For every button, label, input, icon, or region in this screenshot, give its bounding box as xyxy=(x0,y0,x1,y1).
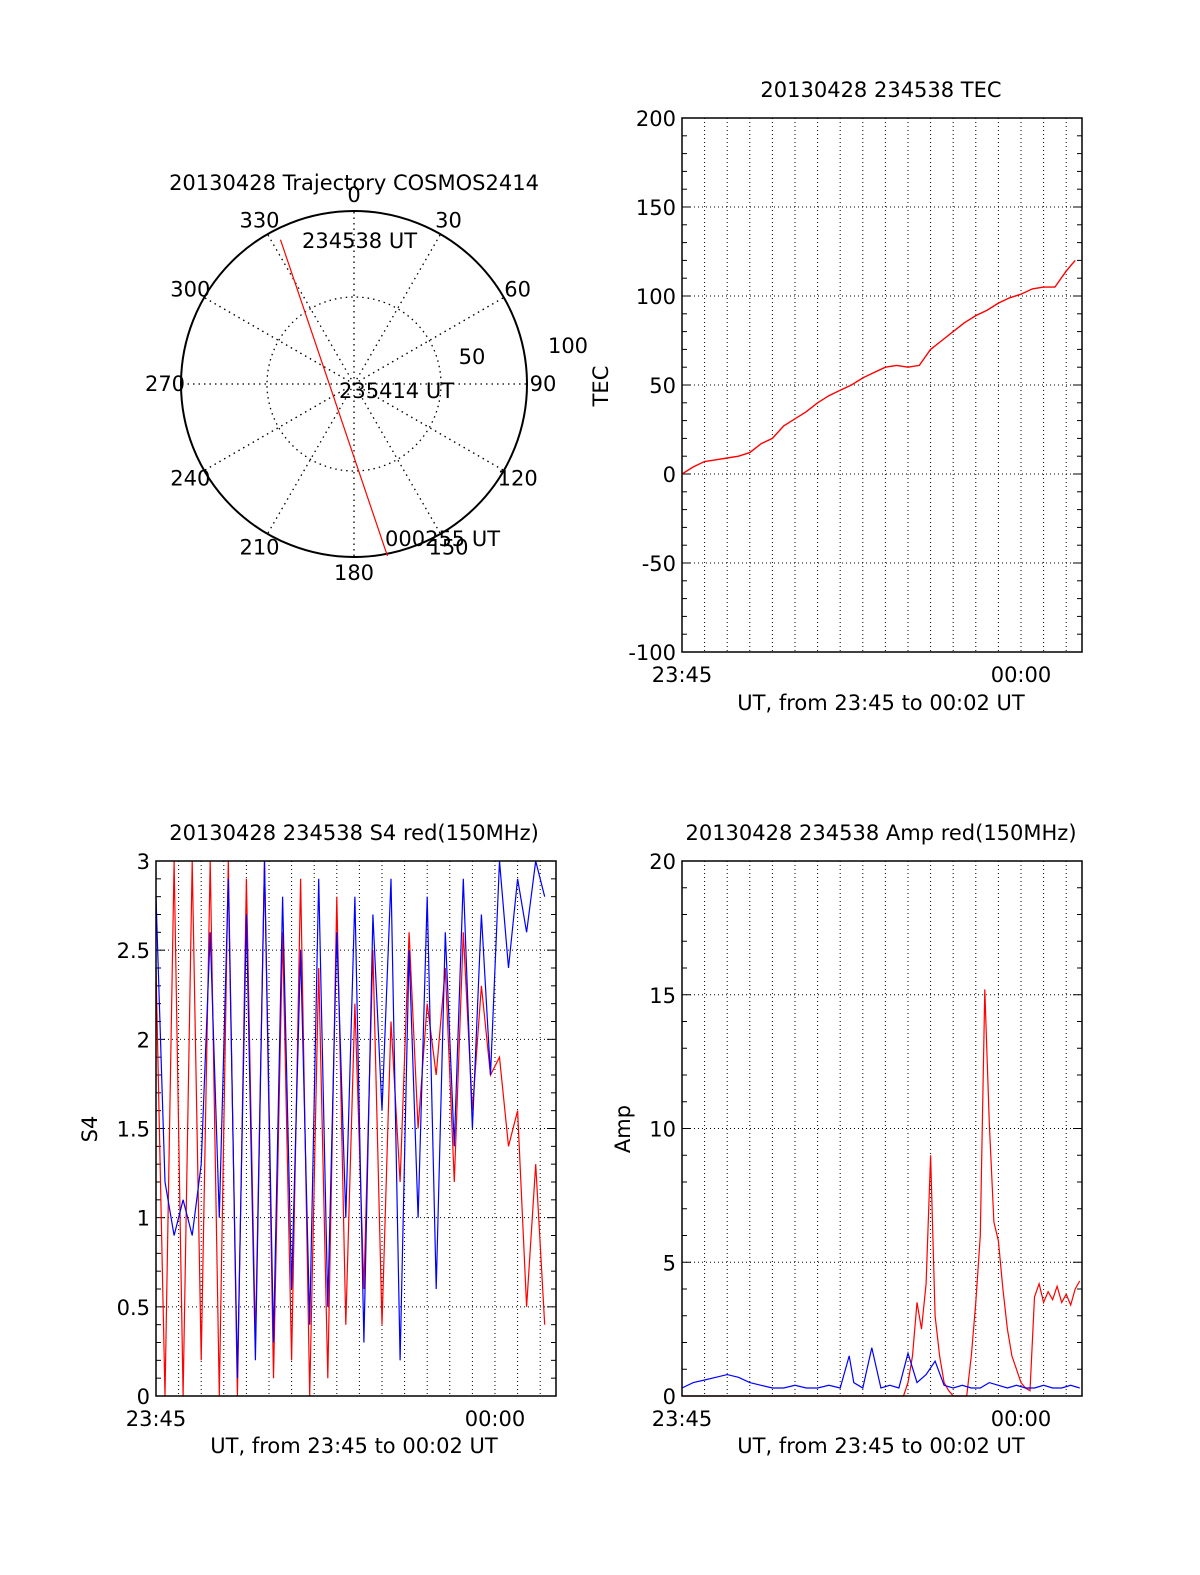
trajectory-panel: 20130428 Trajectory COSMOS2414 0 30 60 90 12… xyxy=(145,171,588,585)
y-tick-label: 1 xyxy=(137,1207,150,1231)
azimuth-spoke xyxy=(203,383,355,472)
series-line-1 xyxy=(681,1347,1080,1389)
azimuth-spoke xyxy=(266,233,355,385)
azimuth-label: 210 xyxy=(239,536,279,560)
azimuth-labels: 0 30 60 90 120 150 180 210 240 270 300 330 xyxy=(145,183,556,585)
inner-ring xyxy=(266,296,442,472)
plot-frame xyxy=(155,860,557,1397)
amp-xlabel: UT, from 23:45 to 00:02 UT xyxy=(737,1434,1025,1458)
trajectory-end-label: 000255 UT xyxy=(385,527,500,551)
y-tick-label: 3 xyxy=(137,850,150,874)
azimuth-label: 120 xyxy=(498,467,538,491)
trajectory-start-label: 234538 UT xyxy=(302,229,417,253)
series-line-1 xyxy=(155,860,546,1379)
s4-plot-area: 3 2.5 2 1.5 1 0.5 023:45 00:00 xyxy=(117,850,557,1431)
amp-ylabel: Amp xyxy=(611,1105,635,1153)
azimuth-label: 180 xyxy=(334,561,374,585)
azimuth-label: 300 xyxy=(170,278,210,302)
y-tick-label: 0.5 xyxy=(117,1296,150,1320)
azimuth-spoke xyxy=(353,296,505,385)
y-tick-label: 1.5 xyxy=(117,1118,150,1142)
azimuth-label: 60 xyxy=(504,278,531,302)
azimuth-spoke xyxy=(266,383,355,535)
x-tick-label: 23:45 xyxy=(652,663,713,687)
azimuth-label: 270 xyxy=(145,372,185,396)
x-tick-label: 00:00 xyxy=(991,663,1052,687)
ring-label-50: 50 xyxy=(459,345,486,369)
y-tick-label: 0 xyxy=(137,1385,150,1409)
trajectory-outer-circle xyxy=(180,210,528,558)
s4-panel: 20130428 234538 S4 red(150MHz) S4 UT, fr… xyxy=(78,821,557,1458)
trajectory-title: 20130428 Trajectory COSMOS2414 xyxy=(169,171,539,195)
y-tick-label: -100 xyxy=(628,641,676,665)
tec-ylabel: TEC xyxy=(589,366,613,408)
tec-title: 20130428 234538 TEC xyxy=(760,78,1001,102)
amp-panel: 20130428 234538 Amp red(150MHz) Amp UT, … xyxy=(611,821,1083,1458)
azimuth-spoke xyxy=(353,383,505,472)
tec-panel: 20130428 234538 TEC TEC UT, from 23:45 t… xyxy=(589,78,1083,715)
y-tick-label: 150 xyxy=(636,196,676,220)
azimuth-label: 330 xyxy=(239,208,279,232)
y-tick-label: 0 xyxy=(663,1385,676,1409)
x-tick-label: 23:45 xyxy=(652,1407,713,1431)
amp-plot-area: 20 15 10 5 023:45 00:00 xyxy=(649,850,1083,1431)
y-tick-label: 0 xyxy=(663,463,676,487)
x-tick-label: 00:00 xyxy=(991,1407,1052,1431)
azimuth-spoke xyxy=(353,233,442,385)
azimuth-spoke xyxy=(353,383,442,535)
x-tick-label: 00:00 xyxy=(465,1407,526,1431)
plot-frame xyxy=(681,117,1083,653)
azimuth-label: 240 xyxy=(170,467,210,491)
y-tick-label: 5 xyxy=(663,1251,676,1275)
x-tick-label: 23:45 xyxy=(126,1407,187,1431)
amp-title: 20130428 234538 Amp red(150MHz) xyxy=(685,821,1076,845)
s4-xlabel: UT, from 23:45 to 00:02 UT xyxy=(210,1434,498,1458)
y-tick-label: 100 xyxy=(636,285,676,309)
s4-title: 20130428 234538 S4 red(150MHz) xyxy=(169,821,539,845)
azimuth-label: 30 xyxy=(435,208,462,232)
y-tick-label: -50 xyxy=(642,552,676,576)
s4-ylabel: S4 xyxy=(78,1116,102,1143)
azimuth-label: 90 xyxy=(530,372,557,396)
y-tick-label: 10 xyxy=(649,1118,676,1142)
y-tick-label: 2 xyxy=(137,1028,150,1052)
y-tick-label: 15 xyxy=(649,984,676,1008)
series-line-0 xyxy=(155,860,546,1397)
series-line-0 xyxy=(682,989,1081,1397)
azimuth-label: 150 xyxy=(428,536,468,560)
y-tick-label: 50 xyxy=(649,374,676,398)
trajectory-mid-label: 235414 UT xyxy=(339,379,454,403)
series-line-0 xyxy=(681,259,1076,475)
y-tick-label: 200 xyxy=(636,107,676,131)
tec-xlabel: UT, from 23:45 to 00:02 UT xyxy=(737,691,1025,715)
ring-label-100: 100 xyxy=(548,334,588,358)
plot-frame xyxy=(681,860,1083,1397)
y-tick-label: 20 xyxy=(649,850,676,874)
azimuth-label: 0 xyxy=(347,183,360,207)
azimuth-spoke xyxy=(203,296,355,385)
y-tick-label: 2.5 xyxy=(117,939,150,963)
trajectory-path xyxy=(279,239,388,557)
trajectory-grid xyxy=(181,211,527,557)
